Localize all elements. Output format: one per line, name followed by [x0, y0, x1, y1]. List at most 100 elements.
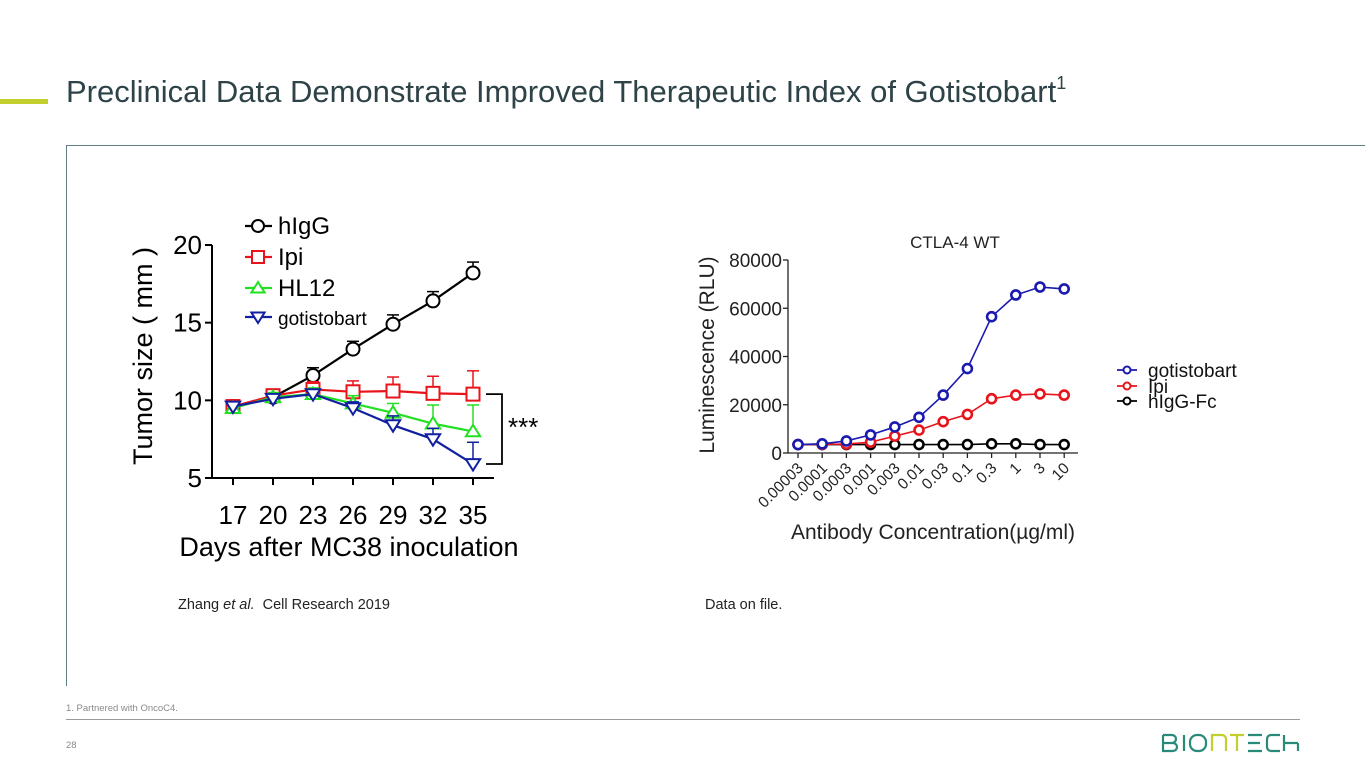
data-point [464, 423, 482, 438]
data-point [888, 430, 901, 442]
logo-letter-o [1188, 733, 1208, 753]
data-point [384, 419, 402, 434]
x-tick-label: 0.00003 [755, 460, 807, 512]
data-point [345, 384, 361, 400]
x-axis-label: Antibody Concentration(µg/ml) [791, 521, 1075, 544]
x-tick-label: 17 [219, 500, 248, 530]
legend-label: hIgG [278, 213, 330, 240]
footer-divider [66, 719, 1300, 720]
legend-label: gotistobart [278, 309, 367, 330]
data-point [864, 438, 877, 451]
legend-item-gotistobart: gotistobart [245, 309, 367, 330]
series-line [232, 392, 474, 465]
x-tick-label: 0.0003 [810, 460, 856, 506]
data-point [913, 424, 925, 436]
significance-annotation: *** [508, 412, 538, 442]
legend-item-ipi: Ipi [1117, 377, 1168, 398]
data-point [864, 436, 877, 448]
citation-author: Zhang [178, 597, 224, 613]
x-tick-label: 3 [1031, 460, 1049, 478]
biontech-logo: BIONTECH [1161, 733, 1300, 753]
legend-marker [249, 280, 267, 294]
legend-item-gotistobart: gotistobart [1117, 361, 1237, 382]
y-axis-label: Luminescence (RLU) [696, 256, 719, 453]
data-point [265, 388, 281, 404]
data-point [816, 438, 829, 451]
data-point [1009, 289, 1022, 301]
data-point [792, 438, 804, 451]
data-point [961, 362, 974, 375]
data-point [1058, 389, 1070, 401]
legend-label: Ipi [278, 244, 303, 271]
x-tick-label: 23 [299, 500, 328, 530]
series-line [797, 286, 1065, 446]
x-tick-label: 0.0001 [785, 460, 831, 506]
legend-item-ipi: Ipi [245, 244, 303, 271]
data-point [1058, 438, 1070, 451]
data-point [913, 411, 925, 424]
series-ipi [225, 370, 481, 415]
x-tick-label: 0.3 [973, 460, 1000, 487]
series-gotistobart [792, 281, 1070, 451]
y-tick-label: 5 [188, 463, 202, 493]
data-point [385, 316, 401, 332]
data-point [464, 458, 482, 473]
logo-letter-b [1161, 733, 1179, 753]
logo-letter-e [1248, 733, 1262, 753]
content-frame-left-border [66, 145, 67, 686]
logo-letter-h [1282, 735, 1300, 751]
y-tick-label: 60000 [729, 299, 782, 320]
data-point [985, 392, 998, 405]
series-gotistobart [224, 388, 482, 473]
legend-label: gotistobart [1148, 361, 1237, 382]
logo-letter-c [1265, 733, 1280, 753]
x-tick-label: 32 [419, 500, 448, 530]
data-point [224, 400, 242, 415]
legend-marker [251, 250, 265, 264]
data-point [937, 415, 950, 428]
series-line [798, 443, 1065, 446]
legend-item-higg-fc: hIgG-Fc [1117, 392, 1217, 413]
data-point [305, 367, 321, 383]
data-point [985, 310, 998, 323]
data-point [913, 438, 925, 451]
data-point [864, 429, 877, 441]
slide-title-text: Preclinical Data Demonstrate Improved Th… [66, 74, 1057, 109]
y-tick-label: 80000 [729, 251, 782, 272]
data-point [384, 404, 402, 419]
data-point [937, 389, 950, 401]
data-point [225, 399, 241, 415]
data-point [465, 265, 481, 281]
series-line [232, 393, 474, 433]
data-point [264, 388, 282, 404]
y-tick-label: 20000 [729, 396, 782, 417]
series-line [232, 388, 474, 408]
data-point [305, 381, 321, 397]
legend-marker [251, 219, 265, 233]
series-ipi [792, 388, 1070, 451]
x-tick-label: 10 [1049, 460, 1073, 484]
data-point [224, 399, 242, 414]
data-point [1034, 281, 1046, 293]
legend-label: HL12 [278, 275, 335, 302]
y-tick-label: 0 [771, 444, 782, 465]
title-footnote-marker: 1 [1056, 72, 1067, 93]
data-point [888, 438, 901, 451]
citation-journal: Cell Research 2019 [254, 597, 391, 613]
data-point [304, 385, 322, 400]
left-chart-citation: Zhang et al. Cell Research 2019 [178, 597, 390, 613]
data-point [425, 385, 441, 401]
x-tick-label: 1 [1007, 460, 1025, 478]
data-point [304, 388, 322, 403]
citation-etal: et al. [223, 597, 255, 613]
data-point [840, 438, 853, 450]
content-frame-top-border [66, 145, 1365, 146]
data-point [425, 293, 441, 309]
right-chart-citation: Data on file. [705, 597, 783, 613]
chart-title: CTLA-4 WT [910, 233, 1000, 252]
series-higg-fc [792, 438, 1070, 451]
x-tick-label: 0.01 [894, 460, 927, 493]
data-point [937, 438, 950, 451]
page-number: 28 [66, 740, 77, 751]
